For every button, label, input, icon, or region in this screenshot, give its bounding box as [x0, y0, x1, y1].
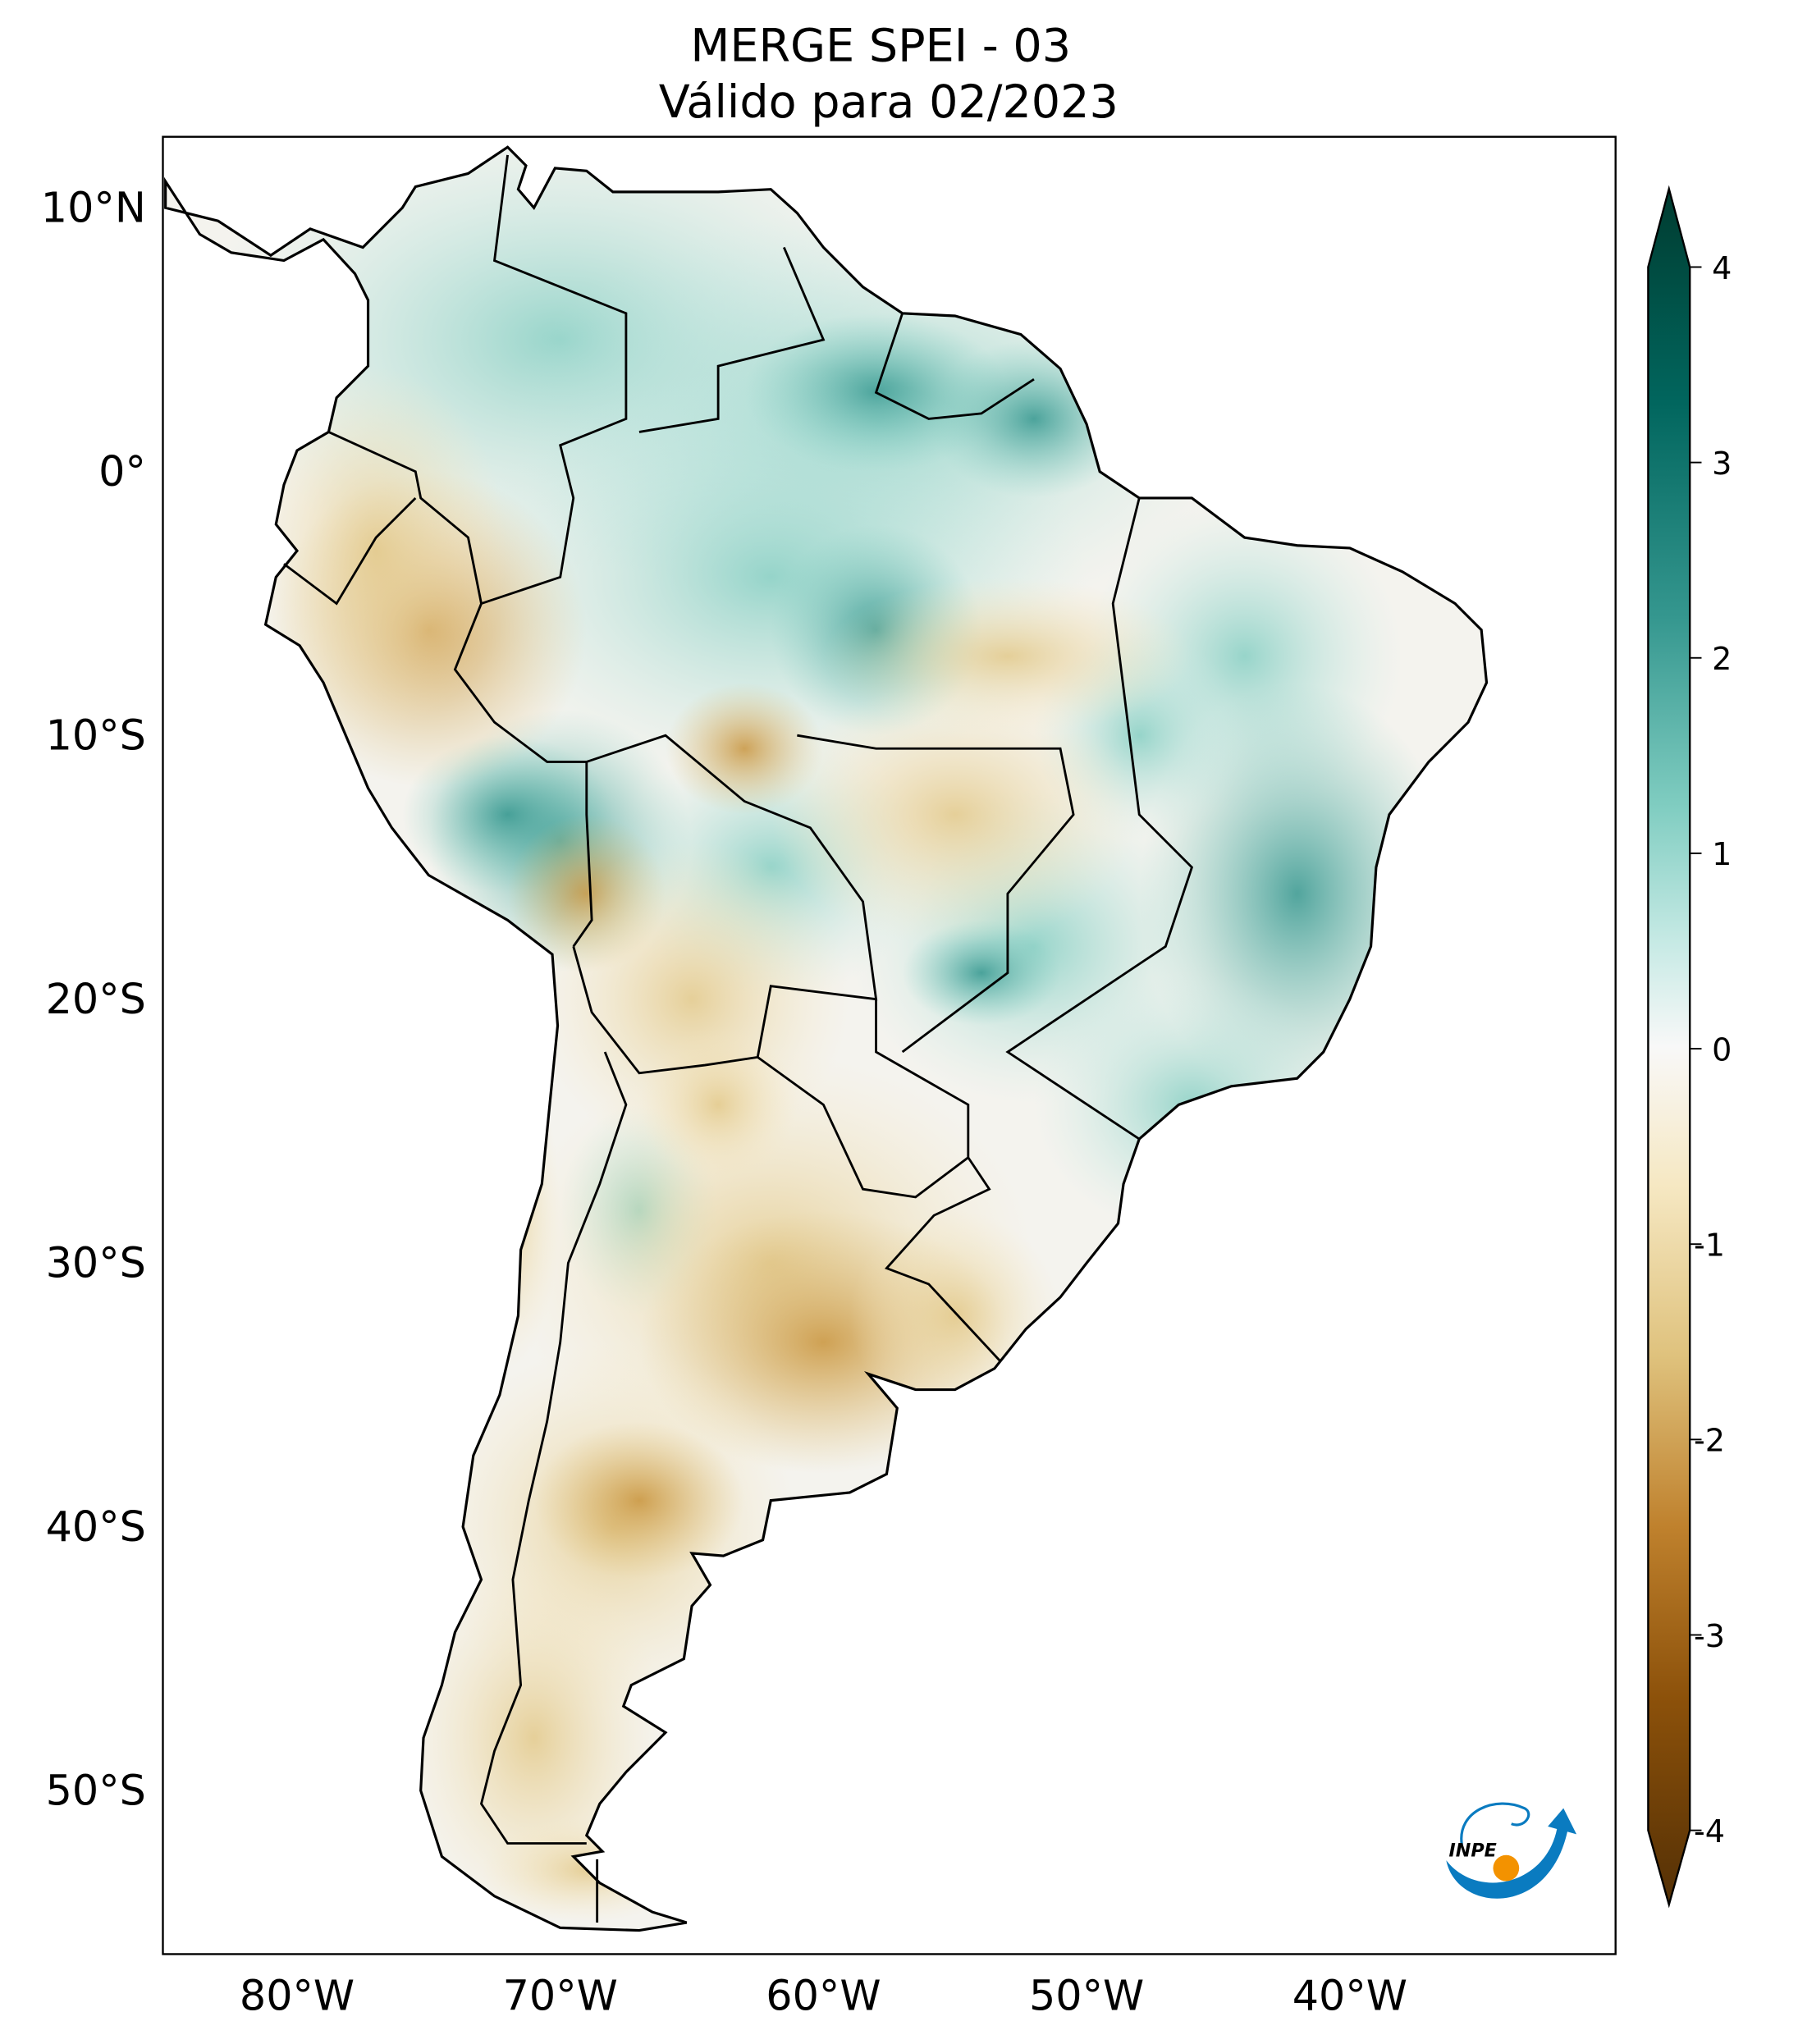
colorbar-gradient — [1647, 185, 1691, 1909]
spei-anomaly-patch — [638, 1026, 798, 1184]
logo-swoosh-icon — [1446, 1808, 1577, 1899]
spei-anomaly-patch — [533, 1421, 745, 1580]
colorbar-tick-label: 3 — [1712, 446, 1732, 482]
colorbar-tick-labels: 4 3 2 1 0 -1 -2 -3 -4 — [1690, 250, 1732, 1850]
latitude-tick-label: 40°S — [46, 1502, 146, 1551]
colorbar-tick-label: 2 — [1712, 641, 1732, 677]
latitude-tick-label: 0° — [98, 447, 146, 496]
inpe-logo: INPE — [1446, 1802, 1577, 1899]
colorbar-tick-label: 4 — [1712, 250, 1732, 286]
logo-orbit-icon — [1460, 1802, 1530, 1845]
title-line-1: MERGE SPEI - 03 — [690, 20, 1071, 73]
colorbar-tick-label: -4 — [1694, 1813, 1725, 1850]
coastline — [164, 145, 1489, 1932]
colorbar-tick-label: -3 — [1694, 1618, 1725, 1654]
spei-anomaly-patch — [823, 577, 1192, 735]
longitude-tick-label: 40°W — [1292, 1972, 1407, 2020]
colorbar-tick-label: 0 — [1712, 1031, 1732, 1068]
colorbar-tick-label: -1 — [1694, 1227, 1725, 1263]
latitude-tick-label: 30°S — [46, 1239, 146, 1287]
latitude-tick-label: 50°S — [46, 1767, 146, 1815]
latitude-tick-label: 10°S — [46, 711, 146, 760]
latitude-tick-labels: 10°N 0° 10°S 20°S 30°S 40°S 50°S — [41, 184, 146, 1815]
spei-anomaly-patch — [455, 1052, 560, 1369]
colorbar: 4 3 2 1 0 -1 -2 -3 -4 — [1647, 185, 1732, 1909]
longitude-tick-label: 80°W — [240, 1972, 355, 2020]
map-frame — [162, 135, 1617, 1955]
longitude-tick-label: 70°W — [503, 1972, 618, 2020]
latitude-tick-label: 10°N — [41, 184, 146, 232]
title-line-2: Válido para 02/2023 — [659, 75, 1119, 129]
colorbar-tick-label: 1 — [1712, 836, 1732, 872]
logo-sun-icon — [1493, 1854, 1520, 1882]
longitude-tick-label: 50°W — [1029, 1972, 1144, 2020]
longitude-tick-labels: 80°W 70°W 60°W 50°W 40°W — [240, 1972, 1407, 2020]
logo-text: INPE — [1448, 1840, 1496, 1861]
map-area — [164, 145, 1489, 1932]
spei-anomaly-patch — [1033, 972, 1350, 1237]
latitude-tick-label: 20°S — [46, 975, 146, 1023]
spei-anomaly-patch — [244, 366, 508, 735]
spei-field — [191, 147, 1456, 1923]
longitude-tick-label: 60°W — [766, 1972, 881, 2020]
spei-anomaly-patch — [902, 920, 1061, 1026]
country-borders — [283, 154, 1194, 1923]
colorbar-tick-label: -2 — [1694, 1423, 1725, 1459]
